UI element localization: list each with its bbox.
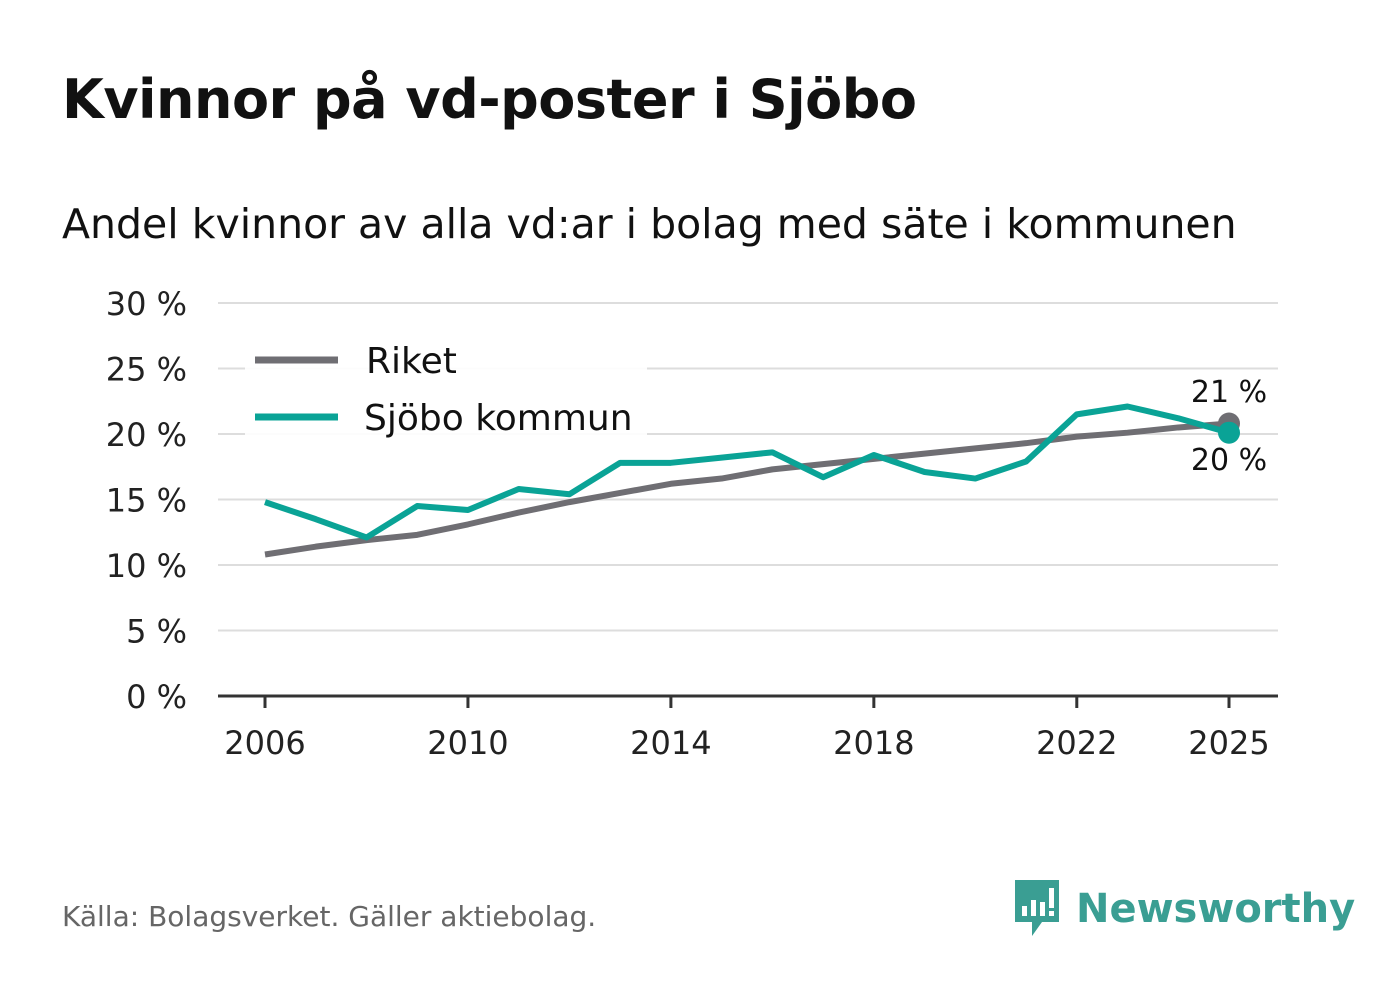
x-tick-label: 2014 [630,724,711,762]
legend-label-riket: Riket [366,341,457,382]
chart-title: Kvinnor på vd-poster i Sjöbo [62,68,917,131]
end-label-sjobo: 20 % [1191,443,1267,478]
y-tick-label: 0 % [126,678,187,716]
newsworthy-logo: Newsworthy [1012,878,1355,940]
x-tick-label: 2022 [1036,724,1117,762]
y-tick-label: 25 % [106,351,187,389]
chart-subtitle: Andel kvinnor av alla vd:ar i bolag med … [62,200,1237,248]
series-line-riket [264,420,1230,558]
end-point-sjobo [1218,421,1240,444]
newsworthy-logo-text: Newsworthy [1076,886,1356,932]
y-tick-label: 30 % [106,285,187,323]
y-tick-label: 15 % [106,482,187,520]
x-tick-label: 2018 [833,724,914,762]
end-label-riket: 21 % [1191,375,1267,410]
series-line-sjobo [264,403,1230,541]
source-note: Källa: Bolagsverket. Gäller aktiebolag. [62,900,597,933]
x-tick-label: 2025 [1188,724,1269,762]
newsworthy-logo-icon [1015,880,1059,936]
y-tick-label: 20 % [106,416,187,454]
legend: Riket Sjöbo kommun [245,340,647,439]
legend-label-sjobo: Sjöbo kommun [364,398,633,439]
y-tick-label: 10 % [106,547,187,585]
x-tick-label: 2010 [427,724,508,762]
y-tick-label: 5 % [126,613,187,651]
x-tick-label: 2006 [224,724,305,762]
